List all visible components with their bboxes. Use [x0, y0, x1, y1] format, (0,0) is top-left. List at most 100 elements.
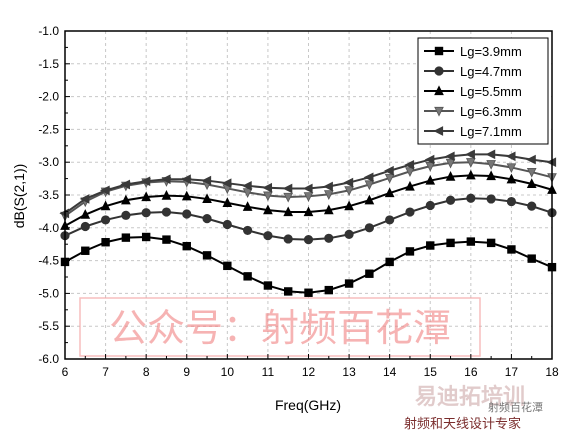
- data-point: [364, 223, 374, 233]
- data-point: [101, 238, 110, 247]
- data-point: [425, 174, 436, 185]
- series-2: [60, 193, 557, 245]
- y-tick-label: -2.5: [38, 122, 59, 136]
- series-5: [59, 149, 557, 219]
- x-tick-label: 10: [221, 365, 235, 379]
- data-point: [202, 251, 212, 260]
- legend-marker: [434, 106, 444, 117]
- data-point: [323, 181, 333, 192]
- x-tick-labels: 6 7 8 9 10 11 12 13 14 15 16 17 18: [62, 365, 559, 379]
- legend-label: Lg=5.5mm: [460, 84, 522, 99]
- x-tick-label: 13: [342, 365, 356, 379]
- data-point: [222, 219, 232, 230]
- data-point: [364, 180, 375, 191]
- data-point: [344, 229, 354, 239]
- data-point: [221, 178, 232, 189]
- data-point: [160, 174, 171, 185]
- data-point: [445, 158, 456, 169]
- x-tick-label: 17: [505, 365, 519, 379]
- data-point: [182, 241, 191, 251]
- x-tick-label: 8: [143, 365, 150, 379]
- y-tick-label: -3.5: [38, 188, 59, 202]
- y-tick-label: -6.0: [38, 352, 59, 366]
- data-point: [486, 238, 496, 248]
- data-point: [284, 287, 293, 296]
- y-tick-labels: -1.0 -1.5 -2.0 -2.5 -3.0 -3.5 -4.0 -4.5 -5.0 -5.5…: [38, 24, 59, 366]
- data-point: [161, 207, 172, 217]
- data-point: [526, 178, 537, 188]
- series-4: [60, 158, 557, 222]
- data-point: [364, 194, 375, 205]
- watermark-frame: [79, 297, 481, 357]
- data-point: [465, 149, 475, 160]
- data-point: [425, 162, 436, 172]
- data-point: [365, 269, 374, 278]
- data-point: [263, 281, 273, 290]
- legend-label: Lg=7.1mm: [460, 124, 522, 139]
- data-point: [121, 233, 131, 242]
- watermark-text: 公众号：射频百花潭: [109, 306, 451, 350]
- data-point: [161, 190, 172, 200]
- data-point: [222, 197, 233, 207]
- data-point: [262, 182, 273, 193]
- data-point: [140, 176, 151, 187]
- x-tick-label: 16: [464, 365, 478, 379]
- data-point: [445, 195, 456, 205]
- data-point: [242, 188, 253, 198]
- data-point: [485, 149, 496, 160]
- data-point: [324, 233, 334, 243]
- data-point: [527, 201, 537, 211]
- legend-entry: Lg=5.5mm: [424, 84, 522, 99]
- legend-entry: Lg=6.3mm: [424, 104, 522, 119]
- data-point: [304, 288, 313, 297]
- y-tick-label: -4.5: [38, 254, 59, 268]
- data-point: [79, 194, 90, 204]
- data-point: [507, 245, 516, 254]
- data-point: [323, 190, 334, 200]
- data-point: [243, 225, 253, 236]
- y-tick-label: -4.0: [38, 221, 59, 235]
- data-point: [263, 231, 273, 241]
- data-point: [323, 204, 334, 215]
- legend-label: Lg=4.7mm: [460, 64, 522, 79]
- logo-main-text: 易迪拓培训: [415, 384, 525, 410]
- data-point: [80, 221, 90, 232]
- x-tick-label: 7: [102, 365, 109, 379]
- data-point: [526, 154, 536, 165]
- y-tick-label: -1.5: [38, 57, 59, 71]
- data-point: [486, 160, 496, 170]
- series-layer: [59, 149, 557, 297]
- x-tick-label: 9: [183, 365, 190, 379]
- x-tick-label: 11: [262, 365, 275, 379]
- data-point: [141, 232, 151, 242]
- data-point: [486, 194, 496, 204]
- data-point: [384, 165, 394, 176]
- data-point: [81, 246, 90, 255]
- y-tick-label: -2.0: [38, 90, 59, 104]
- y-tick-label: -5.5: [38, 319, 59, 333]
- data-point: [446, 238, 455, 248]
- y-axis-label: dB(S(2,1)): [11, 164, 27, 229]
- data-point: [344, 186, 354, 197]
- data-point: [243, 272, 252, 281]
- data-point: [283, 206, 294, 217]
- data-point: [181, 174, 191, 185]
- data-point: [162, 235, 171, 244]
- data-point: [303, 206, 314, 217]
- logo-small-text: 射频百花潭: [488, 400, 543, 414]
- x-tick-label: 18: [545, 365, 559, 379]
- data-point: [100, 200, 111, 211]
- watermark: 公众号：射频百花潭: [79, 297, 481, 357]
- data-point: [181, 190, 192, 201]
- data-point: [465, 169, 476, 180]
- x-tick-label: 12: [302, 365, 316, 379]
- legend-marker: [434, 46, 444, 56]
- data-point: [506, 196, 517, 207]
- data-point: [405, 207, 415, 217]
- data-point: [201, 175, 212, 186]
- axis-ticks: [64, 30, 553, 360]
- data-point: [466, 237, 476, 246]
- x-tick-label: 6: [62, 365, 69, 379]
- data-point: [506, 163, 517, 174]
